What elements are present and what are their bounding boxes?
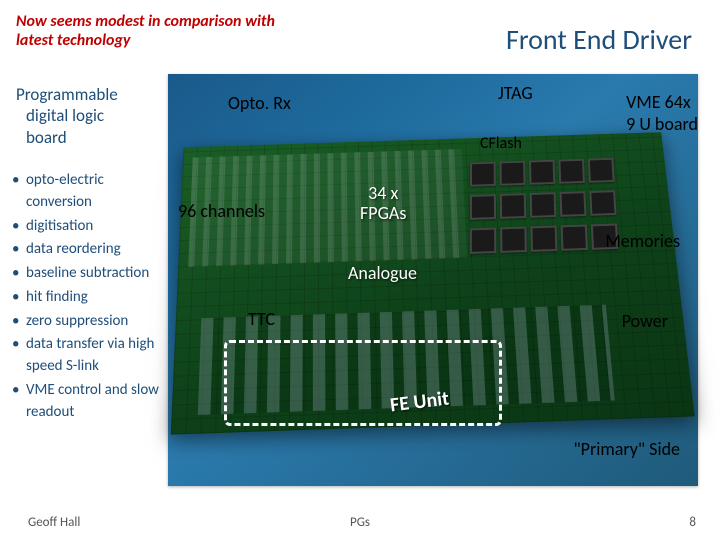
- vme-line1: VME 64x: [626, 91, 691, 113]
- subtitle-line3: board: [16, 127, 67, 148]
- label-jtag: JTAG: [498, 82, 533, 104]
- list-item: data reordering: [12, 239, 162, 261]
- fe-unit-callout: [224, 340, 502, 426]
- page-title: Front End Driver: [506, 22, 692, 57]
- footer-center: PGs: [350, 515, 370, 530]
- note-line2: latest technology: [16, 31, 130, 50]
- list-item: data transfer via high speed S-link: [12, 334, 162, 378]
- feature-bullets: opto-electric conversion digitisation da…: [12, 170, 162, 425]
- note-line1: Now seems modest in comparison with: [16, 12, 275, 31]
- fpga-line1: 34 x: [368, 182, 398, 204]
- fpga-line2: FPGAs: [360, 202, 406, 224]
- list-item: digitisation: [12, 216, 162, 238]
- list-item: hit finding: [12, 287, 162, 309]
- label-ttc: TTC: [248, 308, 275, 330]
- label-memories: Memories: [605, 230, 680, 252]
- list-item: baseline subtraction: [12, 263, 162, 285]
- label-optorx: Opto. Rx: [228, 92, 291, 114]
- board-photo: [168, 74, 698, 486]
- label-96ch: 96 channels: [178, 200, 265, 222]
- header-note: Now seems modest in comparison with late…: [16, 12, 275, 50]
- subtitle-line1: Programmable: [16, 84, 118, 105]
- label-analogue: Analogue: [348, 262, 417, 284]
- footer-author: Geoff Hall: [28, 515, 80, 530]
- label-fpgas: 34 x FPGAs: [360, 184, 406, 224]
- label-cflash: CFlash: [480, 134, 522, 153]
- label-power: Power: [622, 310, 668, 332]
- list-item: zero suppression: [12, 311, 162, 333]
- subtitle-line2: digital logic: [16, 105, 104, 126]
- label-vme: VME 64x 9 U board: [626, 92, 698, 135]
- vme-line2: 9 U board: [626, 113, 698, 135]
- footer-page: 8: [689, 515, 696, 530]
- list-item: VME control and slow readout: [12, 380, 162, 424]
- list-item: opto-electric conversion: [12, 170, 162, 214]
- left-subtitle: Programmable digital logic board: [16, 84, 118, 148]
- label-primary: "Primary" Side: [573, 438, 680, 460]
